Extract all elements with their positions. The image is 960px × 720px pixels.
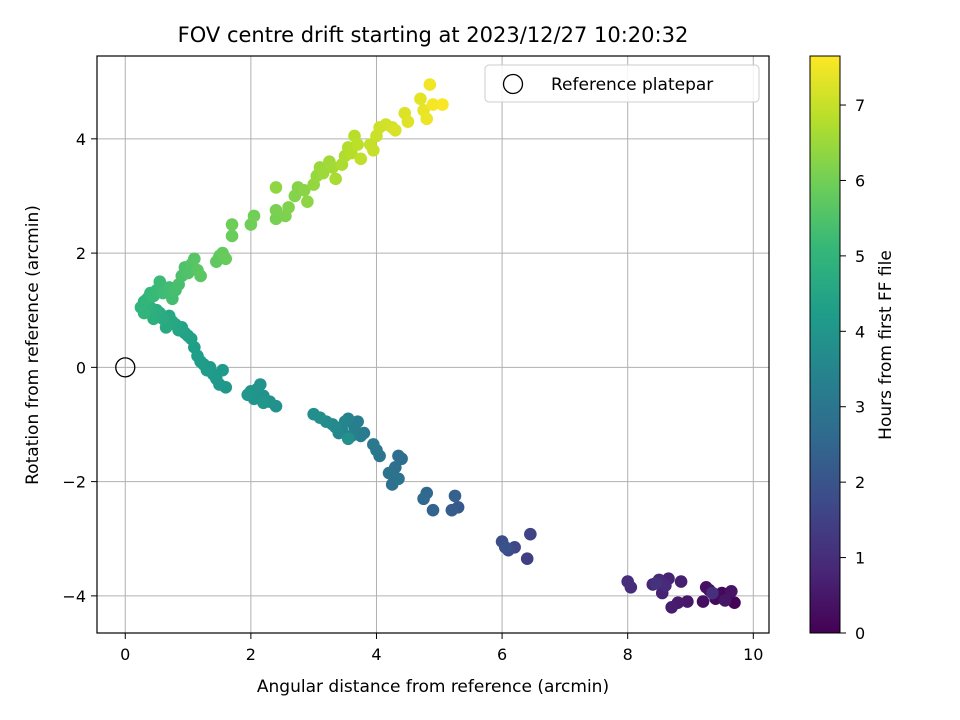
- data-point: [219, 252, 233, 266]
- data-point: [188, 252, 201, 266]
- data-point: [269, 203, 283, 217]
- data-point: [282, 201, 295, 214]
- data-point: [216, 363, 229, 377]
- colorbar-tick-label: 4: [855, 322, 865, 341]
- x-axis-ticks: 0 2 4 6 8 10: [120, 633, 763, 664]
- colorbar-label: Hours from first FF file: [876, 250, 896, 440]
- colorbar-tick-label: 3: [855, 398, 865, 417]
- data-point: [725, 584, 738, 598]
- data-point: [524, 527, 537, 541]
- data-point: [147, 312, 160, 326]
- plot-frame: [96, 55, 770, 634]
- y-axis-ticks: −4 −2 0 2 4: [62, 130, 97, 606]
- data-point: [445, 503, 459, 517]
- colorbar-tick-label: 1: [855, 549, 865, 568]
- y-tick-label: 2: [76, 244, 86, 263]
- y-axis-label: Rotation from reference (arcmin): [23, 205, 43, 485]
- chart-title: FOV centre drift starting at 2023/12/27 …: [178, 23, 689, 47]
- legend: Reference platepar: [484, 64, 760, 103]
- reference-marker-layer: [115, 357, 136, 378]
- colorbar-tick-label: 7: [855, 96, 865, 115]
- x-tick-label: 8: [623, 645, 633, 664]
- legend-reference-marker: [502, 73, 524, 95]
- data-point: [426, 98, 440, 111]
- data-point: [382, 466, 396, 480]
- data-point: [341, 432, 355, 446]
- data-point: [307, 407, 320, 421]
- data-point: [316, 166, 330, 180]
- data-point: [436, 98, 449, 111]
- x-tick-label: 6: [497, 645, 507, 664]
- data-point: [329, 172, 342, 186]
- legend-label-reference-platepar: Reference platepar: [551, 75, 713, 95]
- data-point: [225, 229, 239, 243]
- data-point: [301, 195, 314, 208]
- data-point: [241, 388, 255, 402]
- data-point: [426, 503, 440, 517]
- colorbar-tick-label: 0: [855, 624, 865, 643]
- colorbar-tick-label: 6: [855, 171, 865, 190]
- data-point: [681, 595, 694, 608]
- y-tick-label: −2: [62, 473, 86, 492]
- y-tick-label: 4: [76, 130, 86, 149]
- x-tick-label: 0: [120, 645, 130, 664]
- data-point: [297, 183, 311, 197]
- data-point: [269, 181, 283, 194]
- data-point: [659, 579, 672, 592]
- data-point: [423, 78, 437, 91]
- data-point: [520, 552, 534, 566]
- data-point: [367, 143, 380, 157]
- x-tick-label: 4: [371, 645, 381, 664]
- data-point: [649, 576, 663, 590]
- data-point: [718, 594, 732, 607]
- data-point: [225, 218, 239, 231]
- colorbar-ticks: 0 1 2 3 4 5 6 7: [840, 96, 865, 643]
- y-tick-label: −4: [62, 587, 86, 606]
- data-point: [392, 472, 405, 486]
- x-tick-label: 2: [246, 645, 256, 664]
- data-point: [696, 595, 710, 608]
- data-point: [137, 306, 151, 320]
- data-point: [194, 269, 207, 283]
- data-point: [674, 575, 688, 588]
- reference-platepar-marker: [115, 357, 136, 378]
- colorbar-gradient: [809, 55, 841, 634]
- data-point: [153, 275, 167, 288]
- y-tick-label: 0: [76, 358, 86, 377]
- colorbar-tick-label: 5: [855, 247, 865, 266]
- data-point: [417, 492, 430, 506]
- data-point: [253, 378, 267, 391]
- data-point: [354, 152, 368, 166]
- x-tick-label: 10: [743, 645, 763, 664]
- data-point: [448, 489, 462, 503]
- x-axis-label: Angular distance from reference (arcmin): [257, 677, 609, 697]
- data-point: [351, 138, 364, 151]
- colorbar: 0 1 2 3 4 5 6 7 Hours from first FF file: [809, 55, 896, 643]
- data-point: [706, 586, 719, 600]
- data-point: [257, 396, 270, 410]
- data-point: [420, 112, 434, 126]
- data-point: [665, 600, 678, 614]
- data-point: [389, 123, 402, 137]
- data-points: [134, 78, 741, 614]
- data-point: [247, 209, 261, 223]
- data-point: [367, 438, 380, 451]
- data-point: [498, 541, 512, 554]
- data-point: [414, 92, 427, 106]
- data-point: [621, 575, 634, 588]
- legend-box: [484, 64, 760, 103]
- colorbar-tick-label: 2: [855, 473, 865, 492]
- data-point: [392, 449, 405, 463]
- data-point: [401, 115, 415, 128]
